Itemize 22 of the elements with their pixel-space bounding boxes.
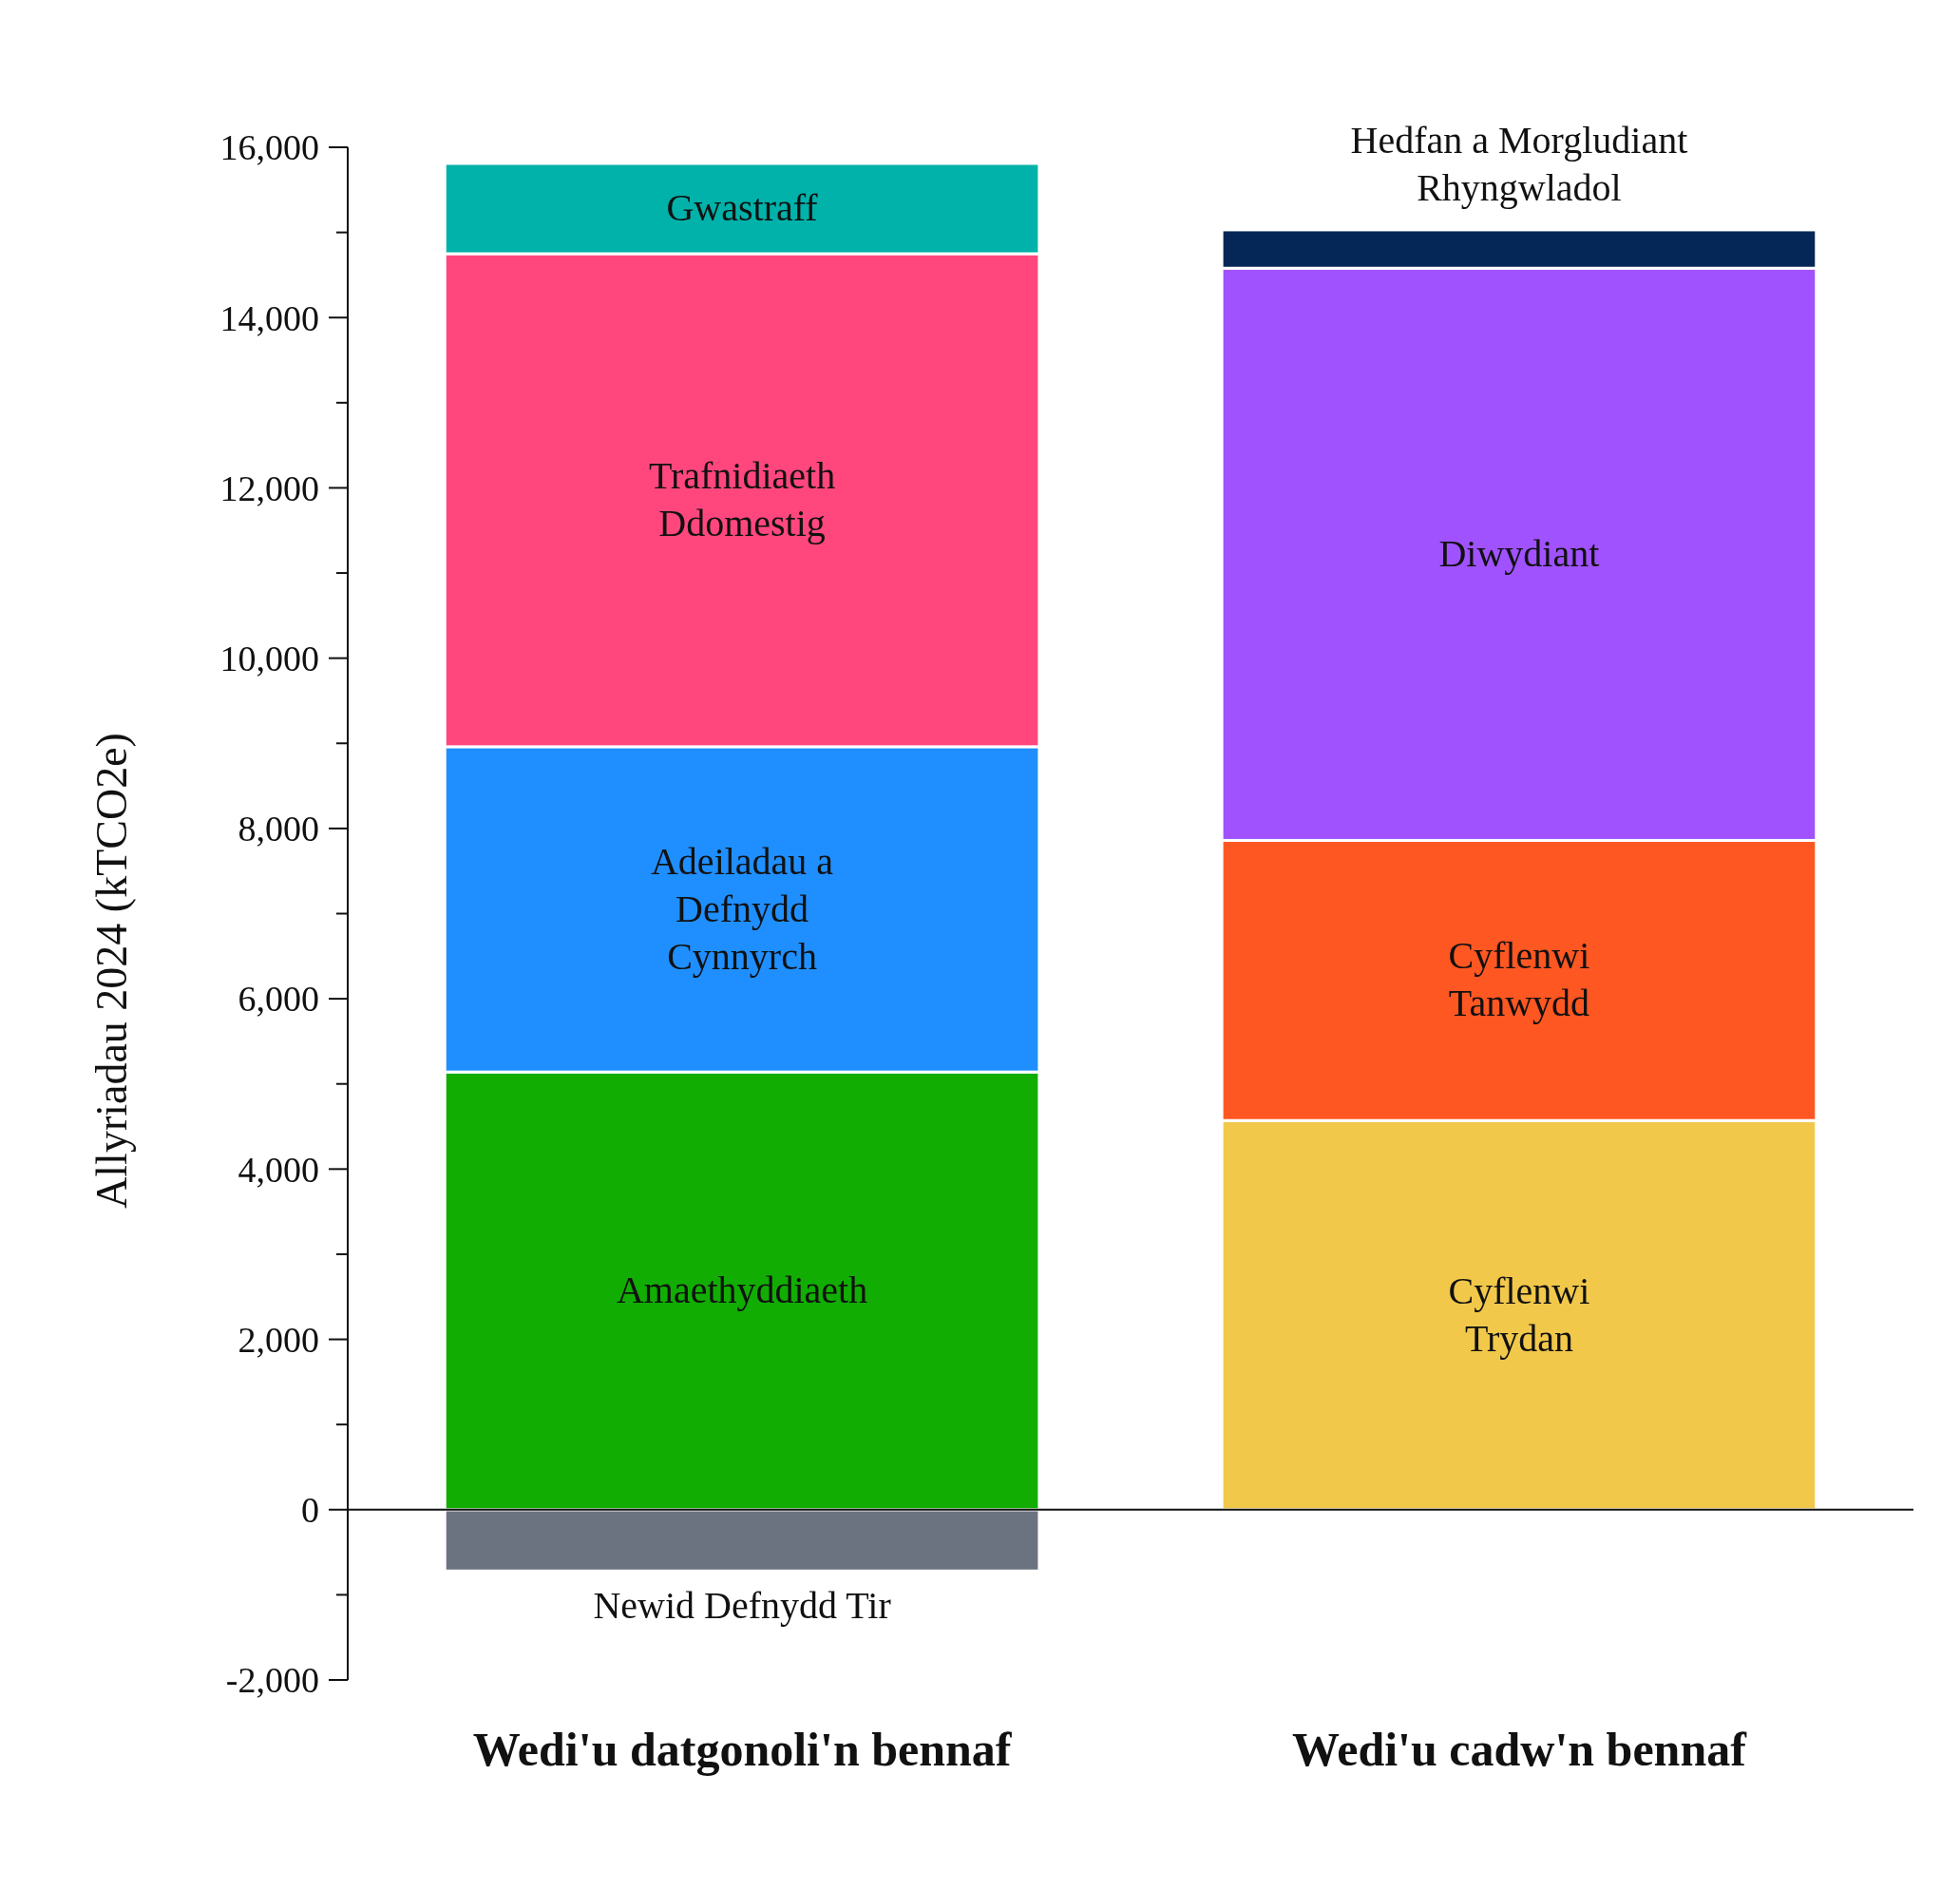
y-tick-label: -2,000 bbox=[225, 1660, 319, 1701]
series-label: Hedfan a Morgludiant Rhyngwladol bbox=[1350, 119, 1688, 210]
y-axis-title: Allyriadau 2024 (kTCO2e) bbox=[87, 733, 136, 1209]
series-label: Adeiladau a Defnydd Cynnyrch bbox=[651, 839, 834, 978]
y-tick-label: 8,000 bbox=[238, 809, 319, 849]
y-tick-label: 14,000 bbox=[219, 297, 319, 338]
x-tick-label: Wedi'u cadw'n bennaf bbox=[1291, 1723, 1748, 1776]
y-tick-label: 12,000 bbox=[219, 467, 319, 508]
y-tick-label: 0 bbox=[301, 1490, 319, 1531]
series-label: Trafnidiaeth Ddomestig bbox=[648, 453, 836, 544]
series-label: Cyflenwi Trydan bbox=[1448, 1269, 1590, 1360]
series-label: Gwastraff bbox=[666, 186, 819, 230]
series-label: Diwydiant bbox=[1438, 531, 1600, 575]
y-tick-label: 6,000 bbox=[238, 979, 319, 1020]
series-label: Cyflenwi Tanwydd bbox=[1448, 934, 1590, 1025]
series-label: Newid Defnydd Tir bbox=[593, 1583, 891, 1627]
y-tick-label: 16,000 bbox=[219, 127, 319, 168]
y-tick-label: 4,000 bbox=[238, 1149, 319, 1190]
x-tick-label: Wedi'u datgonoli'n bennaf bbox=[472, 1723, 1013, 1776]
y-tick-label: 2,000 bbox=[238, 1319, 319, 1360]
series-label: Amaethyddiaeth bbox=[616, 1268, 868, 1311]
y-tick-label: 10,000 bbox=[219, 638, 319, 678]
